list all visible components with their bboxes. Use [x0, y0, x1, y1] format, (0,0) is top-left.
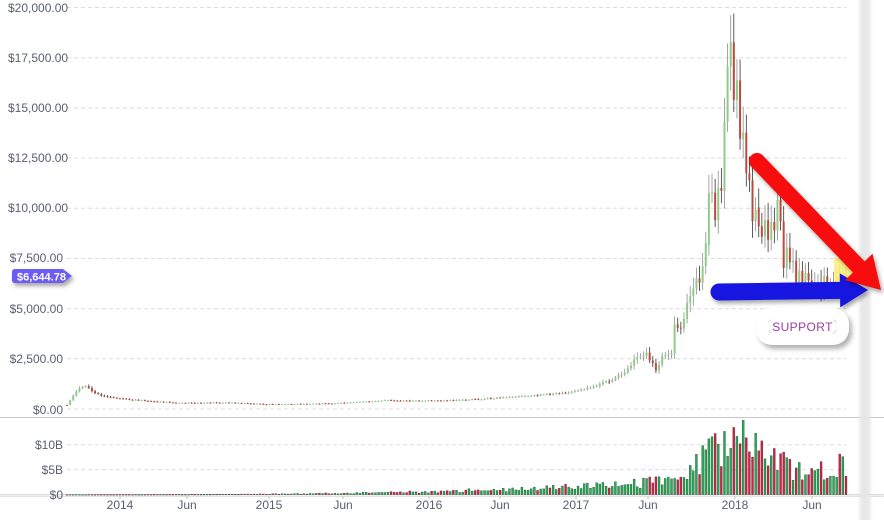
svg-text:$6,644.78: $6,644.78: [17, 271, 66, 283]
